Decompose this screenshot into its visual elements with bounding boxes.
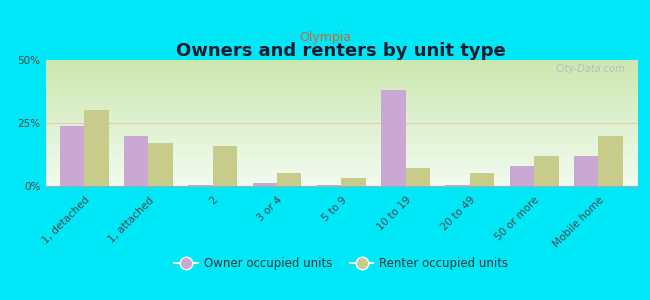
- Bar: [510, 166, 534, 186]
- Bar: [188, 185, 213, 186]
- Bar: [213, 146, 237, 186]
- Bar: [84, 110, 109, 186]
- Bar: [445, 185, 470, 186]
- Bar: [534, 156, 558, 186]
- Bar: [277, 173, 302, 186]
- Bar: [124, 136, 148, 186]
- Bar: [253, 184, 277, 186]
- Bar: [599, 136, 623, 186]
- Bar: [60, 125, 84, 186]
- Bar: [574, 156, 599, 186]
- Bar: [381, 90, 406, 186]
- Bar: [470, 173, 494, 186]
- Bar: [317, 185, 341, 186]
- Text: City-Data.com: City-Data.com: [556, 64, 625, 74]
- Text: Olympia: Olympia: [299, 32, 351, 44]
- Legend: Owner occupied units, Renter occupied units: Owner occupied units, Renter occupied un…: [170, 252, 513, 274]
- Bar: [341, 178, 366, 186]
- Bar: [148, 143, 173, 186]
- Bar: [406, 168, 430, 186]
- Title: Owners and renters by unit type: Owners and renters by unit type: [176, 42, 506, 60]
